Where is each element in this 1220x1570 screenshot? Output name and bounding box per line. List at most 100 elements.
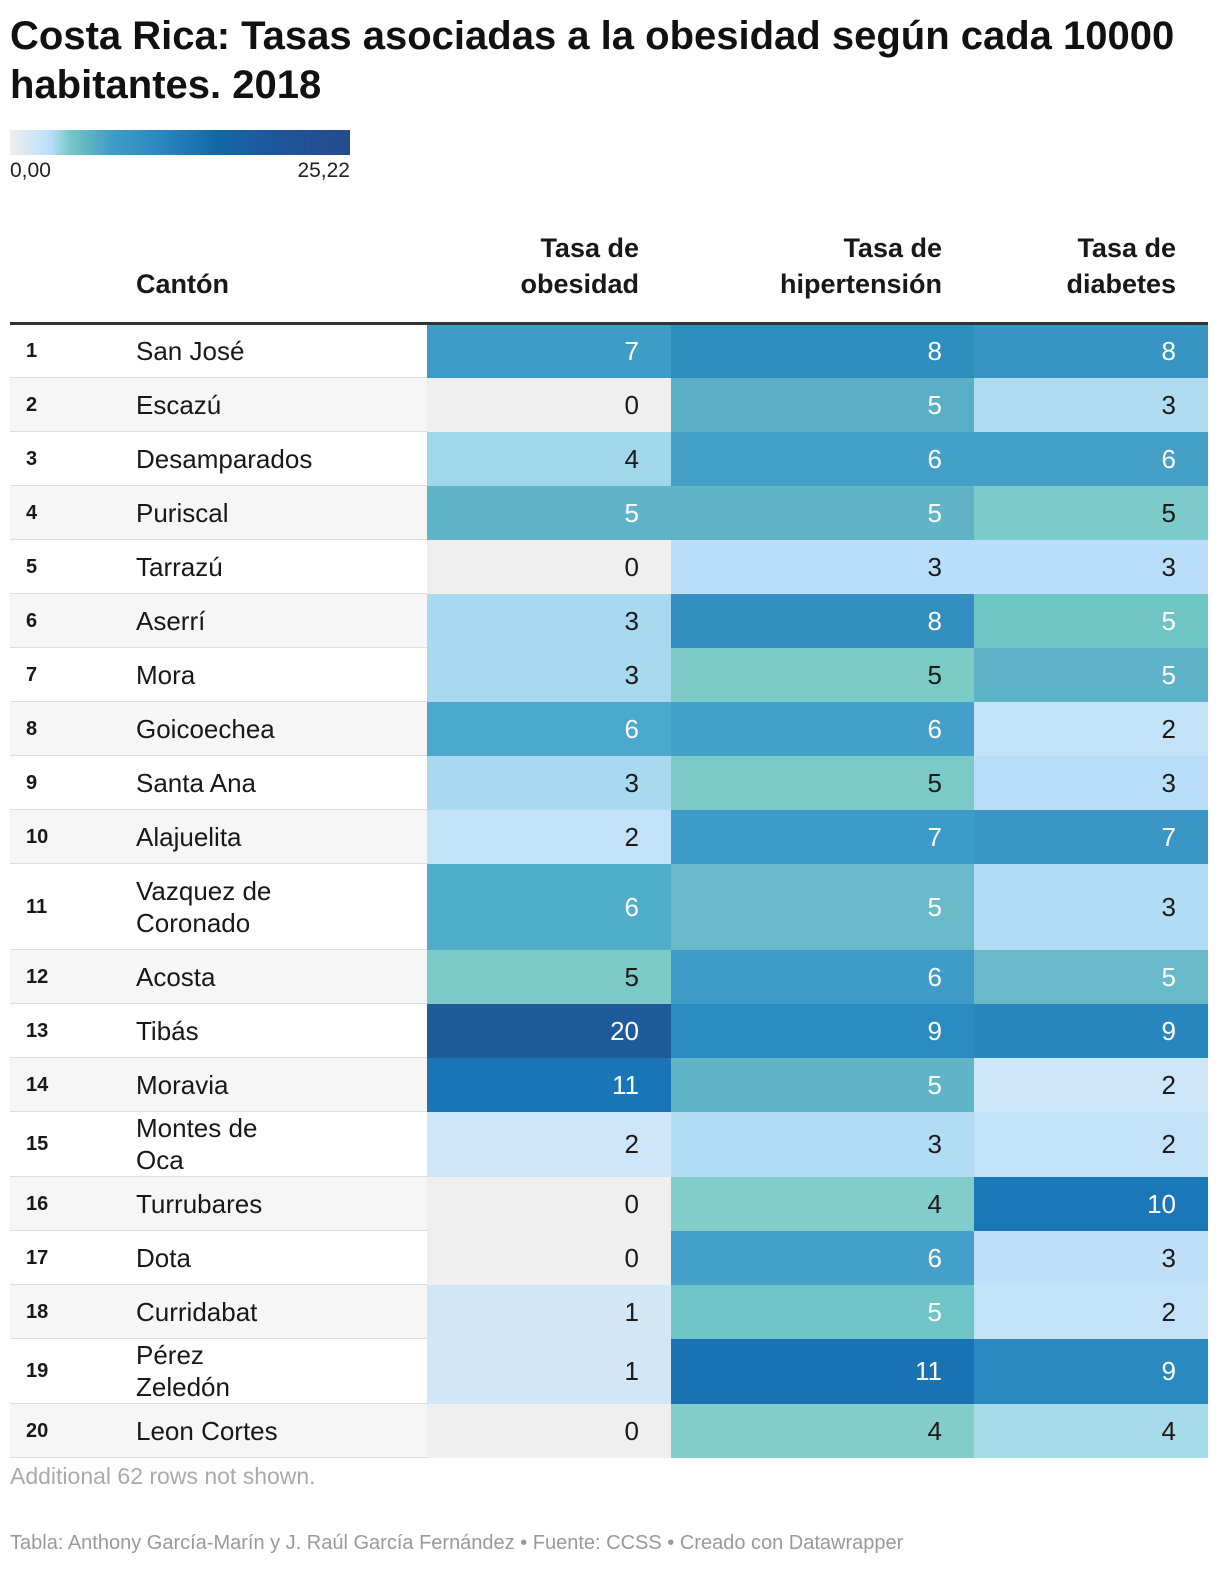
table-row: 14 Moravia 11 5 2: [10, 1057, 1208, 1112]
chart-title: Costa Rica: Tasas asociadas a la obesida…: [10, 14, 1175, 107]
rank-cell: 14: [10, 1057, 120, 1112]
value-cell: 4: [974, 1403, 1208, 1458]
value-cell: 11: [427, 1057, 671, 1112]
value-cell: 3: [974, 539, 1208, 594]
value-cell: 6: [427, 701, 671, 756]
legend-min: 0,00: [10, 159, 51, 182]
credit-line: Tabla: Anthony García-Marín y J. Raúl Ga…: [10, 1532, 904, 1554]
value-cell: 10: [974, 1176, 1208, 1231]
value-cell: 9: [974, 1003, 1208, 1058]
value-cell: 7: [427, 323, 671, 378]
canton-cell: Pérez Zeledón: [120, 1338, 427, 1404]
table-row: 1 San José 7 8 8: [10, 323, 1208, 378]
table-row: 11 Vazquez de Coronado 6 5 3: [10, 863, 1208, 950]
header-rank: [10, 230, 120, 325]
value-cell: 5: [671, 1284, 974, 1339]
rank-cell: 12: [10, 949, 120, 1004]
canton-cell: Tarrazú: [120, 539, 427, 594]
rank-cell: 5: [10, 539, 120, 594]
canton-cell: Goicoechea: [120, 701, 427, 756]
value-cell: 3: [427, 647, 671, 702]
value-cell: 7: [671, 809, 974, 864]
rank-cell: 18: [10, 1284, 120, 1339]
value-cell: 3: [671, 539, 974, 594]
canton-cell: Alajuelita: [120, 809, 427, 864]
canton-cell: Puriscal: [120, 485, 427, 540]
header-canton[interactable]: Cantón: [120, 230, 427, 325]
canton-cell: Turrubares: [120, 1176, 427, 1231]
rank-cell: 8: [10, 701, 120, 756]
value-cell: 4: [671, 1403, 974, 1458]
table-row: 12 Acosta 5 6 5: [10, 949, 1208, 1004]
value-cell: 8: [671, 593, 974, 648]
header-diabetes[interactable]: Tasa de diabetes: [974, 230, 1208, 325]
canton-cell: Acosta: [120, 949, 427, 1004]
canton-cell: San José: [120, 323, 427, 378]
value-cell: 11: [671, 1338, 974, 1404]
value-cell: 3: [974, 863, 1208, 950]
canton-cell: Santa Ana: [120, 755, 427, 810]
rows-not-shown-note[interactable]: Additional 62 rows not shown.: [10, 1463, 316, 1489]
header-obesidad[interactable]: Tasa de obesidad: [427, 230, 671, 325]
rank-cell: 9: [10, 755, 120, 810]
canton-cell: Vazquez de Coronado: [120, 863, 427, 950]
value-cell: 3: [427, 593, 671, 648]
table-row: 4 Puriscal 5 5 5: [10, 485, 1208, 540]
legend-gradient: [10, 130, 350, 155]
value-cell: 0: [427, 1230, 671, 1285]
value-cell: 5: [671, 485, 974, 540]
value-cell: 3: [671, 1111, 974, 1177]
value-cell: 8: [671, 323, 974, 378]
rank-cell: 17: [10, 1230, 120, 1285]
canton-cell: Desamparados: [120, 431, 427, 486]
value-cell: 9: [974, 1338, 1208, 1404]
table-row: 19 Pérez Zeledón 1 11 9: [10, 1338, 1208, 1404]
value-cell: 2: [974, 1111, 1208, 1177]
table-row: 17 Dota 0 6 3: [10, 1230, 1208, 1285]
table-row: 7 Mora 3 5 5: [10, 647, 1208, 702]
rank-cell: 15: [10, 1111, 120, 1177]
rank-cell: 16: [10, 1176, 120, 1231]
table-row: 3 Desamparados 4 6 6: [10, 431, 1208, 486]
value-cell: 3: [427, 755, 671, 810]
value-cell: 2: [427, 1111, 671, 1177]
value-cell: 4: [671, 1176, 974, 1231]
value-cell: 6: [671, 701, 974, 756]
table-row: 15 Montes de Oca 2 3 2: [10, 1111, 1208, 1177]
header-hipertension[interactable]: Tasa de hipertensión: [671, 230, 974, 325]
table-row: 9 Santa Ana 3 5 3: [10, 755, 1208, 810]
rank-cell: 1: [10, 323, 120, 378]
value-cell: 7: [974, 809, 1208, 864]
value-cell: 2: [974, 1057, 1208, 1112]
value-cell: 20: [427, 1003, 671, 1058]
color-legend: 0,00 25,22: [10, 130, 350, 183]
table-row: 20 Leon Cortes 0 4 4: [10, 1403, 1208, 1458]
canton-cell: Aserrí: [120, 593, 427, 648]
value-cell: 6: [671, 1230, 974, 1285]
data-table: Cantón Tasa de obesidad Tasa de hiperten…: [10, 230, 1208, 1458]
value-cell: 0: [427, 539, 671, 594]
value-cell: 0: [427, 1403, 671, 1458]
value-cell: 5: [427, 949, 671, 1004]
rank-cell: 4: [10, 485, 120, 540]
value-cell: 6: [671, 431, 974, 486]
value-cell: 1: [427, 1338, 671, 1404]
value-cell: 2: [974, 701, 1208, 756]
value-cell: 8: [974, 323, 1208, 378]
canton-cell: Mora: [120, 647, 427, 702]
table-row: 5 Tarrazú 0 3 3: [10, 539, 1208, 594]
table-row: 2 Escazú 0 5 3: [10, 377, 1208, 432]
table-row: 8 Goicoechea 6 6 2: [10, 701, 1208, 756]
value-cell: 5: [671, 755, 974, 810]
rank-cell: 20: [10, 1403, 120, 1458]
table-row: 6 Aserrí 3 8 5: [10, 593, 1208, 648]
value-cell: 0: [427, 1176, 671, 1231]
rank-cell: 6: [10, 593, 120, 648]
canton-cell: Leon Cortes: [120, 1403, 427, 1458]
value-cell: 6: [427, 863, 671, 950]
rank-cell: 11: [10, 863, 120, 950]
value-cell: 5: [974, 949, 1208, 1004]
value-cell: 2: [974, 1284, 1208, 1339]
rank-cell: 2: [10, 377, 120, 432]
canton-cell: Montes de Oca: [120, 1111, 427, 1177]
